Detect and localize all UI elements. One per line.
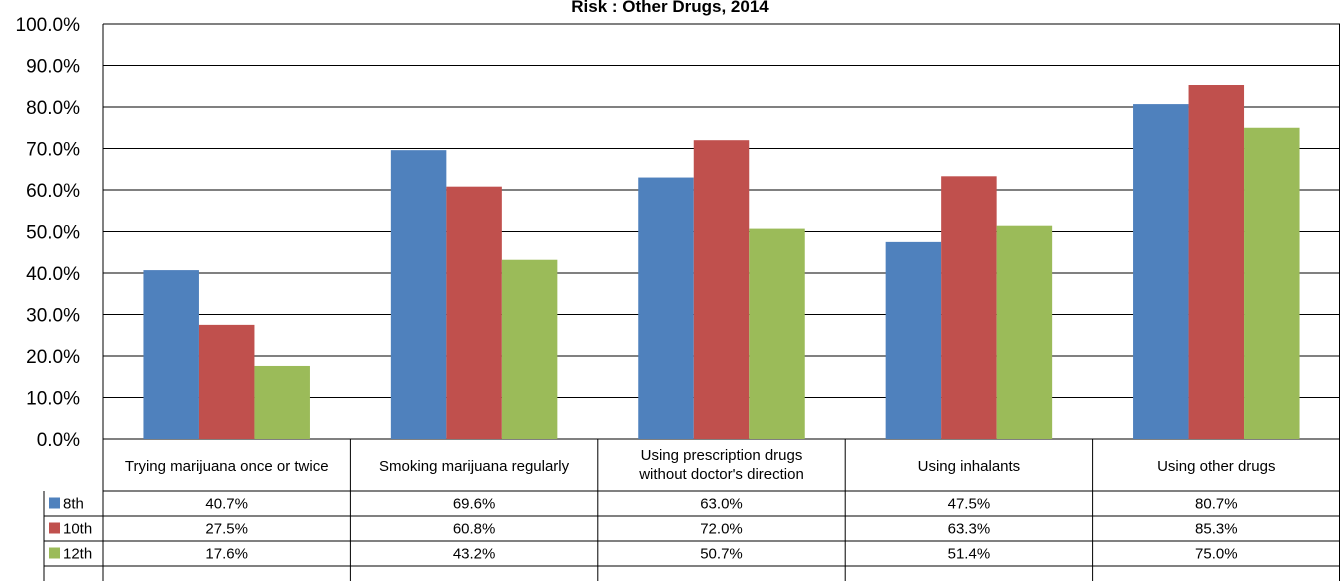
bars: [143, 85, 1300, 440]
y-tick-label: 40.0%: [26, 264, 80, 285]
x-category-label: Trying marijuana once or twice: [125, 458, 329, 475]
y-tick-label: 80.0%: [26, 98, 80, 119]
data-label-12th-1: 17.6%: [205, 546, 248, 563]
data-label-8th-5: 80.7%: [1195, 496, 1238, 513]
category-label-line: Using other drugs: [1157, 458, 1275, 475]
bar-8th-3: [638, 177, 694, 440]
bar-12th-4: [996, 225, 1053, 439]
bar-10th-5: [1188, 85, 1245, 439]
legend-label-10th: 10th: [63, 521, 92, 538]
data-label-12th-4: 51.4%: [948, 546, 991, 563]
y-tick-label: 0.0%: [37, 430, 80, 451]
data-label-10th-2: 60.8%: [453, 521, 496, 538]
bar-10th-1: [198, 324, 255, 439]
bar-8th-4: [885, 241, 942, 439]
bar-8th-5: [1133, 104, 1189, 439]
y-tick-label: 30.0%: [26, 306, 80, 327]
y-tick-label: 70.0%: [26, 140, 80, 161]
data-label-10th-4: 63.3%: [948, 521, 991, 538]
category-label-line: Smoking marijuana regularly: [379, 458, 570, 475]
data-label-8th-2: 69.6%: [453, 496, 496, 513]
category-label-line: Using prescription drugs: [641, 447, 803, 464]
legend-swatch-12th: [49, 547, 60, 559]
y-tick-label: 90.0%: [26, 57, 80, 78]
y-tick-label: 50.0%: [26, 223, 80, 244]
data-table: Trying marijuana once or twice Smoking ma…: [43, 439, 1340, 581]
bar-8th-1: [143, 270, 199, 439]
bar-12th-1: [254, 365, 310, 439]
category-label-line: Trying marijuana once or twice: [125, 458, 329, 475]
bar-12th-3: [749, 228, 805, 439]
x-category-label: Using other drugs: [1157, 458, 1275, 475]
x-category-label: Smoking marijuana regularly: [379, 458, 570, 475]
y-tick-label: 10.0%: [26, 389, 80, 410]
data-label-12th-5: 75.0%: [1195, 546, 1238, 563]
bar-10th-2: [446, 186, 502, 439]
data-label-10th-5: 85.3%: [1195, 521, 1238, 538]
data-label-8th-4: 47.5%: [948, 496, 991, 513]
y-tick-label: 100.0%: [16, 15, 81, 36]
legend-swatch-8th: [49, 497, 60, 509]
data-label-12th-3: 50.7%: [700, 546, 743, 563]
chart-title: Risk : Other Drugs, 2014: [571, 0, 769, 16]
bar-8th-2: [390, 150, 447, 439]
bar-12th-5: [1244, 127, 1300, 439]
category-label-line: Using inhalants: [918, 458, 1021, 475]
bar-10th-4: [941, 176, 997, 439]
legend-swatch-10th: [49, 522, 60, 534]
bar-10th-3: [693, 140, 750, 439]
bar-12th-2: [501, 259, 558, 439]
legend-label-12th: 12th: [63, 546, 92, 563]
data-label-10th-3: 72.0%: [700, 521, 743, 538]
data-label-8th-1: 40.7%: [205, 496, 248, 513]
data-label-8th-3: 63.0%: [700, 496, 743, 513]
y-tick-label: 20.0%: [26, 347, 80, 368]
category-label-line: without doctor's direction: [638, 466, 804, 483]
x-category-label: Using inhalants: [918, 458, 1021, 475]
y-tick-label: 60.0%: [26, 181, 80, 202]
data-label-12th-2: 43.2%: [453, 546, 496, 563]
y-axis: 0.0% 10.0% 20.0% 30.0% 40.0% 50.0% 60.0% 70.0% 8…: [16, 15, 81, 451]
x-category-label: Using prescription drugs without doctor's…: [638, 447, 804, 483]
data-label-10th-1: 27.5%: [205, 521, 248, 538]
legend-label-8th: 8th: [63, 496, 84, 513]
